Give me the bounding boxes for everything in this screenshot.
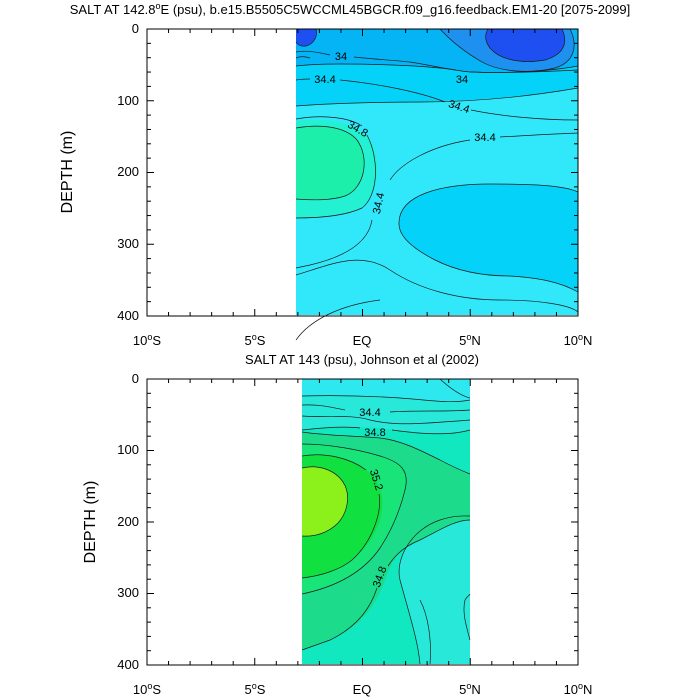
contour-label: 34.4 (314, 74, 335, 86)
contour-label: 34.4 (371, 192, 387, 215)
chart-2-plot: 34.4 34.8 35.2 34.8 (146, 378, 579, 666)
chart-1-title: SALT AT 142.8oE (psu), b.e15.B5505C5WCCM… (70, 1, 631, 17)
chart-2-ticks (146, 378, 579, 666)
x-tick-label: EQ (353, 682, 372, 697)
contour-label: 34 (335, 51, 347, 63)
y-tick-label: 300 (117, 236, 139, 251)
chart-2-y-tick-labels: 0 100 200 300 400 (117, 371, 139, 672)
contour-label: 34.8 (364, 427, 385, 439)
x-tick-label: 10oS (133, 332, 161, 348)
chart-1: SALT AT 142.8oE (psu), b.e15.B5505C5WCCM… (59, 1, 630, 348)
chart-1-ylabel: DEPTH (m) (59, 131, 76, 214)
region-35-4 (302, 466, 348, 537)
x-tick-label: 5oS (245, 332, 266, 348)
y-tick-label: 0 (132, 371, 139, 386)
x-tick-label: 5oN (459, 332, 481, 348)
chart-1-x-tick-labels: 10oS 5oS EQ 5oN 10oN (133, 332, 593, 348)
y-tick-label: 100 (117, 442, 139, 457)
x-tick-label: 5oS (245, 681, 266, 697)
y-tick-label: 400 (117, 657, 139, 672)
y-tick-label: 100 (117, 93, 139, 108)
x-tick-label: 5oN (459, 681, 481, 697)
region-34-4-deep (399, 515, 470, 664)
chart-1-y-tick-labels: 0 100 200 300 400 (117, 21, 139, 323)
chart-2-title: SALT AT 143 (psu), Johnson et al (2002) (245, 352, 479, 367)
contour-label: 34.4 (474, 132, 495, 144)
y-tick-label: 200 (117, 514, 139, 529)
x-tick-label: EQ (353, 333, 372, 348)
chart-1-contours (295, 28, 579, 341)
y-tick-label: 0 (132, 21, 139, 36)
chart-1-ticks (146, 28, 579, 317)
chart-2-ylabel: DEPTH (m) (82, 481, 99, 564)
region-34-2 (302, 379, 470, 402)
y-tick-label: 200 (117, 164, 139, 179)
x-tick-label: 10oN (564, 332, 593, 348)
y-tick-label: 400 (117, 308, 139, 323)
region-33-6 (485, 29, 565, 62)
y-tick-label: 300 (117, 585, 139, 600)
contour-label: 34.4 (359, 407, 380, 419)
region-34-2-east (440, 379, 470, 398)
contour-label: 34 (456, 74, 468, 86)
region-34-8 (296, 126, 365, 200)
chart-2-x-tick-labels: 10oS 5oS EQ 5oN 10oN (133, 681, 593, 697)
x-tick-label: 10oS (133, 681, 161, 697)
chart-2-contours (301, 378, 471, 665)
chart-1-plot: 34 34.4 34 34.4 34.8 34.4 34.4 (146, 28, 579, 341)
region-33-6-west (296, 29, 317, 47)
chart-2: SALT AT 143 (psu), Johnson et al (2002) (82, 352, 592, 697)
x-tick-label: 10oN (564, 681, 593, 697)
region-34-2-deep (398, 184, 578, 292)
chart-1-fill (296, 29, 578, 315)
chart-2-fill (302, 379, 470, 664)
